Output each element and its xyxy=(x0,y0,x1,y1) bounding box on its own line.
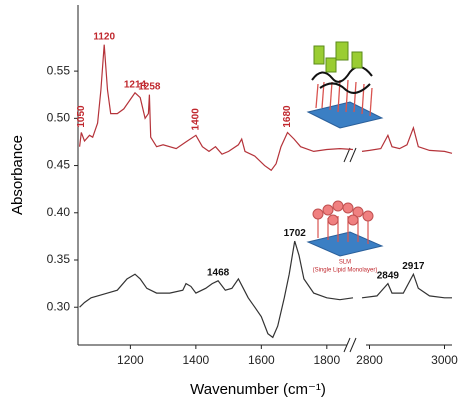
peak-label: 1120 xyxy=(93,31,115,42)
spectrum-line xyxy=(79,240,354,339)
peak-label: 1400 xyxy=(190,108,201,131)
inset-caption: (Single Lipid Monolayer) xyxy=(313,268,378,274)
x-tick-label: 1600 xyxy=(248,353,275,367)
x-tick-label: 1200 xyxy=(117,353,144,367)
y-tick-label: 0.35 xyxy=(47,252,71,266)
y-tick-label: 0.50 xyxy=(47,111,71,125)
y-axis-label: Absorbance xyxy=(9,135,26,215)
y-tick-label: 0.40 xyxy=(47,205,71,219)
inset-slm: SLM (Single Lipid Monolayer) xyxy=(306,200,384,274)
peak-label: 1050 xyxy=(76,105,87,128)
peak-label: 1702 xyxy=(284,228,307,239)
peak-label: 1258 xyxy=(138,81,161,92)
peak-label: 1468 xyxy=(207,267,230,278)
spectrum-line xyxy=(79,44,354,172)
x-axis-label: Wavenumber (cm⁻¹) xyxy=(190,381,326,398)
x-tick-label: 1400 xyxy=(183,353,210,367)
peak-label: 2917 xyxy=(402,261,425,272)
peak-label: 1214 xyxy=(124,79,147,90)
spectrum-line xyxy=(361,125,453,154)
y-tick-label: 0.30 xyxy=(47,299,71,313)
peak-label: 1680 xyxy=(282,105,293,128)
spectrum-line xyxy=(361,272,452,299)
y-tick-label: 0.55 xyxy=(47,63,71,77)
y-tick-label: 0.45 xyxy=(47,158,71,172)
peak-label: 2849 xyxy=(377,270,400,281)
x-tick-label: 2800 xyxy=(356,353,383,367)
inset-caption: SLM xyxy=(339,260,351,266)
inset-functionalized xyxy=(306,41,384,129)
x-tick-label: 1800 xyxy=(313,353,340,367)
x-tick-label: 3000 xyxy=(431,353,458,367)
axis-break xyxy=(343,147,357,353)
